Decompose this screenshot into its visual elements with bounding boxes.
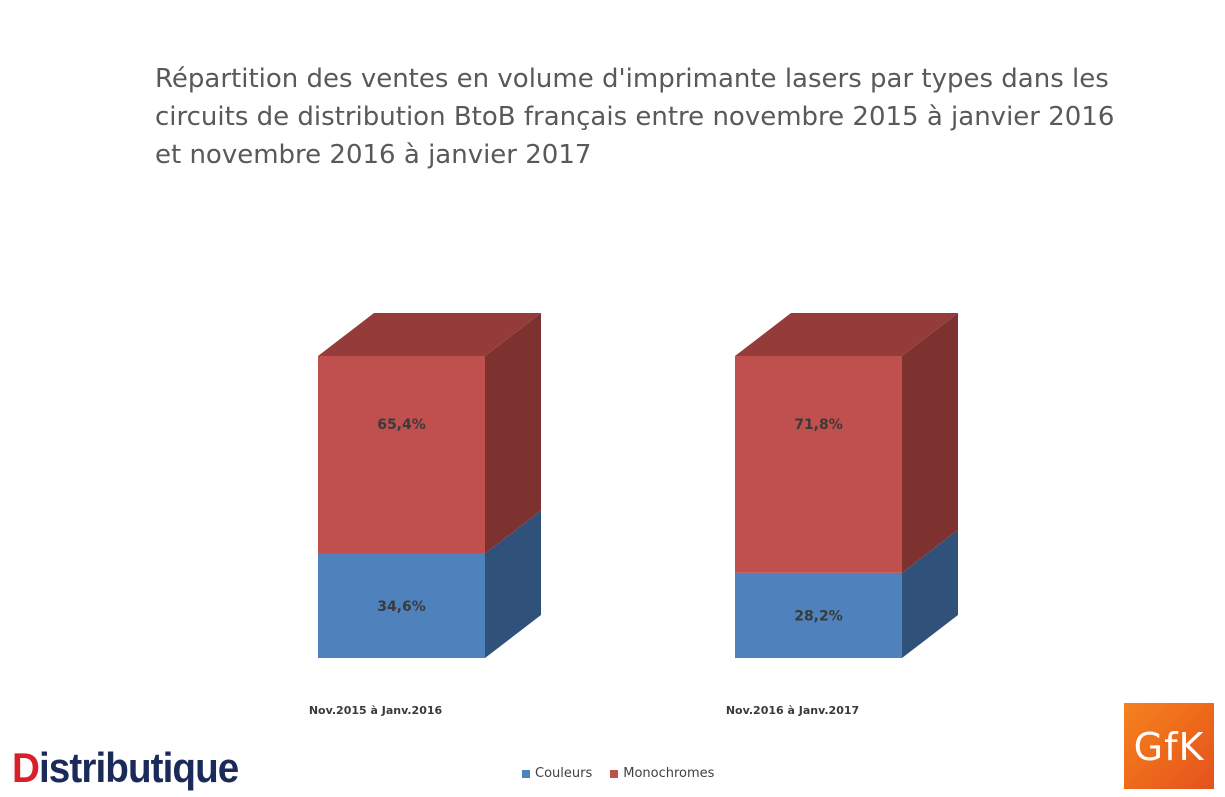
category-label-1: Nov.2016 à Janv.2017 [726,704,859,717]
bar-top-1 [735,313,958,356]
bar-side-monochromes-0 [485,313,541,554]
bar-monochromes-0 [318,356,485,554]
legend-item-monochromes: Monochromes [610,766,714,781]
bar-side-monochromes-1 [902,313,958,573]
bar-side-couleurs-0 [485,510,541,658]
legend-label-couleurs: Couleurs [535,766,593,781]
gfk-logo: GfK [1124,703,1214,789]
chart-title: Répartition des ventes en volume d'impri… [155,64,1115,170]
data-label-couleurs-1: 28,2% [794,608,843,624]
bar-couleurs-0 [318,553,485,658]
data-label-monochromes-1: 71,8% [794,417,843,433]
legend-swatch-monochromes [610,769,619,778]
data-label-couleurs-0: 34,6% [377,599,426,615]
category-label-0: Nov.2015 à Janv.2016 [309,704,443,717]
bar-side-couleurs-1 [902,529,958,658]
bar-monochromes-1 [735,356,902,573]
legend-item-couleurs: Couleurs [522,766,592,781]
legend-label-monochromes: Monochromes [623,766,715,781]
bar-couleurs-1 [735,572,902,658]
distributique-logo: Distributique [12,744,239,791]
data-label-monochromes-0: 65,4% [377,417,426,433]
bar-top-0 [318,313,541,356]
legend-swatch-couleurs [522,769,530,778]
legend: Couleurs Monochromes [522,766,714,781]
